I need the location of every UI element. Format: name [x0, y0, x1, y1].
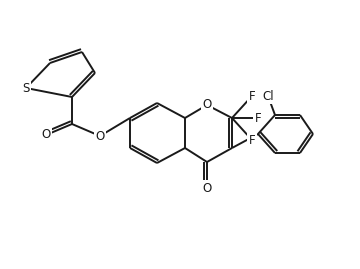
Text: S: S — [22, 82, 30, 94]
Text: Cl: Cl — [262, 90, 274, 102]
Text: F: F — [249, 133, 255, 147]
Text: O: O — [95, 129, 105, 143]
Text: O: O — [202, 98, 212, 111]
Text: F: F — [255, 111, 261, 125]
Text: O: O — [41, 129, 51, 141]
Text: O: O — [202, 182, 212, 194]
Text: F: F — [249, 90, 255, 102]
